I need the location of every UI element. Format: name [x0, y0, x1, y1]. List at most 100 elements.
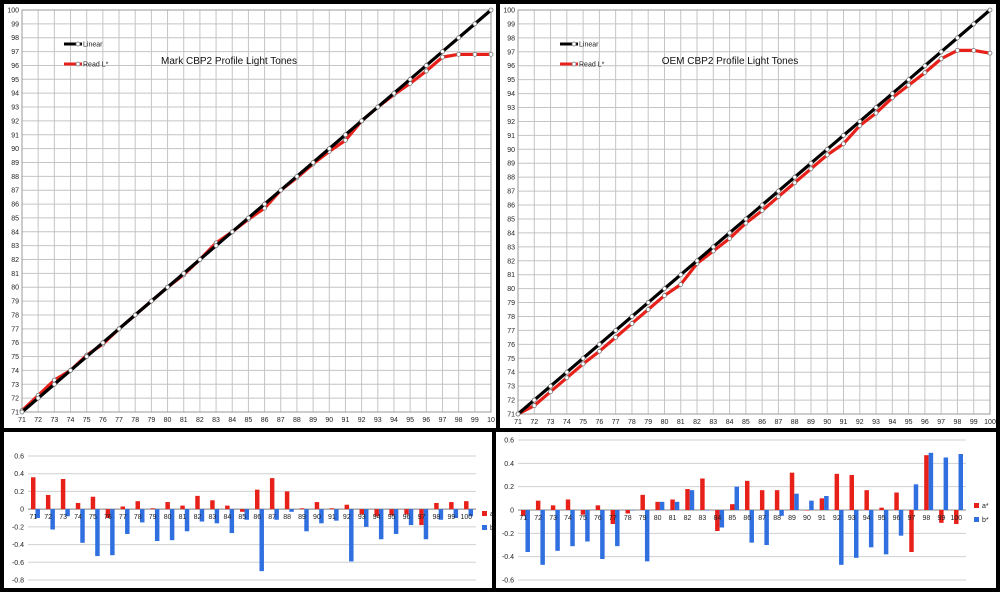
data-point	[906, 82, 912, 88]
category-label: 85	[238, 514, 246, 521]
y-tick-label: 0.4	[504, 461, 514, 468]
y-tick-label: 73	[507, 384, 515, 391]
data-point	[359, 118, 365, 124]
data-point	[857, 119, 863, 124]
x-tick-label: 73	[50, 417, 58, 424]
bar-a	[344, 504, 350, 510]
bar-a	[939, 510, 944, 523]
data-point	[531, 397, 537, 403]
x-tick-label: 96	[921, 419, 929, 426]
bar-b	[644, 510, 650, 562]
x-tick-label: 90	[823, 419, 831, 426]
x-tick-label: 75	[579, 419, 587, 426]
legend-marker	[571, 61, 577, 67]
x-tick-label: 80	[661, 419, 669, 426]
category-label: 74	[74, 514, 82, 521]
y-tick-label: 99	[507, 21, 515, 28]
x-tick-label: 92	[358, 417, 366, 424]
bar-b	[704, 510, 710, 511]
bar-b	[689, 490, 695, 510]
y-tick-label: 0.6	[14, 454, 24, 461]
category-label: 98	[923, 515, 931, 522]
bar-a	[314, 502, 320, 510]
category-label: 96	[893, 515, 901, 522]
category-label: 78	[624, 515, 632, 522]
x-tick-label: 97	[439, 417, 447, 424]
bar-a	[180, 505, 185, 510]
category-label: 81	[179, 514, 187, 521]
bar-a	[359, 509, 364, 515]
bar-a	[90, 496, 96, 510]
data-point	[613, 328, 619, 333]
bar-a	[625, 510, 630, 514]
data-point	[294, 173, 300, 179]
y-tick-label: 99	[11, 21, 19, 28]
x-tick-label: 72	[34, 417, 42, 424]
data-point	[35, 395, 41, 401]
bar-a	[105, 509, 111, 518]
y-tick-label: 84	[11, 229, 19, 236]
category-label: 80	[164, 514, 172, 521]
data-point	[548, 389, 553, 395]
data-point	[391, 90, 397, 96]
y-tick-label: 88	[507, 175, 515, 182]
bar-a	[464, 501, 469, 510]
bar-a	[580, 510, 586, 515]
y-tick-label: -0.6	[12, 560, 24, 567]
bar-a	[700, 478, 705, 510]
x-tick-label: 87	[277, 417, 285, 424]
data-point	[808, 166, 814, 172]
data-point	[100, 340, 106, 346]
x-tick-label: 78	[628, 419, 636, 426]
data-point	[710, 244, 716, 250]
data-point	[662, 286, 667, 292]
category-label: 78	[134, 514, 142, 521]
x-tick-label: 94	[888, 419, 896, 426]
category-label: 74	[564, 515, 572, 522]
legend-label: b*	[982, 517, 989, 524]
data-point	[132, 312, 138, 318]
bar-a	[75, 502, 81, 510]
y-tick-label: 76	[507, 342, 515, 349]
bar-b	[65, 509, 70, 517]
y-tick-label: 72	[507, 398, 515, 405]
x-tick-label: 98	[954, 419, 962, 426]
category-label: 72	[534, 515, 542, 522]
y-tick-label: 91	[507, 133, 515, 140]
category-label: 100	[460, 514, 472, 521]
y-tick-label: 89	[11, 160, 19, 167]
data-point	[955, 35, 960, 41]
bar-b	[438, 509, 444, 520]
bar-b	[943, 457, 949, 510]
data-point	[548, 383, 553, 389]
x-tick-label: 88	[293, 417, 301, 424]
data-point	[262, 201, 267, 207]
data-point	[792, 180, 798, 186]
data-point	[727, 230, 732, 236]
x-tick-label: 76	[595, 419, 603, 426]
y-tick-label: 87	[507, 189, 515, 196]
y-tick-label: 74	[507, 370, 515, 377]
bar-a	[909, 510, 914, 552]
data-point	[841, 141, 846, 147]
category-label: 82	[684, 515, 692, 522]
x-tick-label: 81	[180, 417, 188, 424]
category-label: 97	[418, 514, 426, 521]
bar-b	[555, 510, 560, 551]
legend-marker	[75, 41, 81, 47]
bar-a	[565, 499, 571, 510]
y-tick-label: 83	[11, 243, 19, 250]
y-tick-label: 88	[11, 174, 19, 181]
bar-b	[854, 510, 859, 558]
legend-label: b	[490, 525, 492, 532]
data-point	[841, 132, 846, 138]
chart-title: OEM CBP2 Profile Light Tones	[662, 56, 799, 67]
y-tick-label: 73	[11, 382, 19, 389]
data-point	[148, 298, 154, 304]
bar-a	[670, 499, 675, 510]
category-label: 72	[44, 514, 52, 521]
data-point	[181, 270, 187, 276]
bar-a	[150, 508, 155, 510]
y-tick-label: 79	[507, 300, 515, 307]
data-point	[922, 63, 928, 69]
